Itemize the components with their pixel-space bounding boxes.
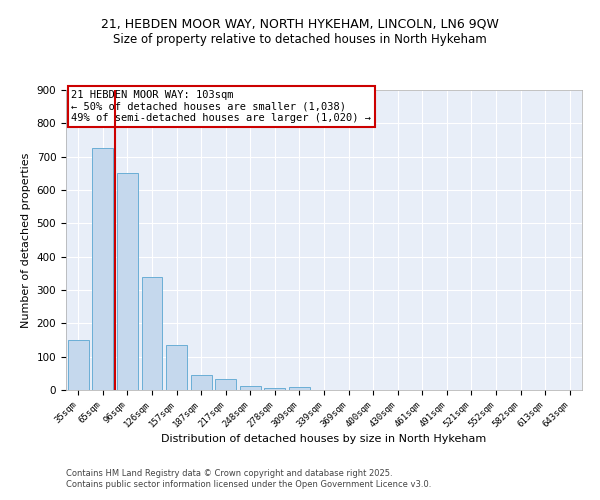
Bar — [92, 148, 113, 390]
X-axis label: Distribution of detached houses by size in North Hykeham: Distribution of detached houses by size … — [161, 434, 487, 444]
Y-axis label: Number of detached properties: Number of detached properties — [21, 152, 31, 328]
Bar — [289, 388, 310, 390]
Bar — [191, 375, 212, 390]
Bar — [215, 379, 236, 390]
Text: 21, HEBDEN MOOR WAY, NORTH HYKEHAM, LINCOLN, LN6 9QW: 21, HEBDEN MOOR WAY, NORTH HYKEHAM, LINC… — [101, 18, 499, 30]
Bar — [68, 340, 89, 390]
Text: 21 HEBDEN MOOR WAY: 103sqm
← 50% of detached houses are smaller (1,038)
49% of s: 21 HEBDEN MOOR WAY: 103sqm ← 50% of deta… — [71, 90, 371, 123]
Bar — [117, 174, 138, 390]
Text: Contains HM Land Registry data © Crown copyright and database right 2025.: Contains HM Land Registry data © Crown c… — [66, 468, 392, 477]
Bar — [166, 345, 187, 390]
Bar — [265, 388, 286, 390]
Bar — [240, 386, 261, 390]
Text: Contains public sector information licensed under the Open Government Licence v3: Contains public sector information licen… — [66, 480, 431, 489]
Text: Size of property relative to detached houses in North Hykeham: Size of property relative to detached ho… — [113, 32, 487, 46]
Bar — [142, 276, 163, 390]
